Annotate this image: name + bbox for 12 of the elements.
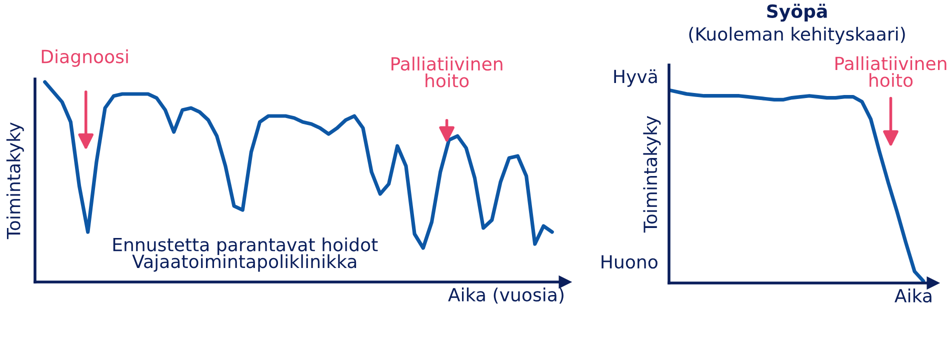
- chart-title: Syöpä: [767, 4, 827, 22]
- text: Hyvä: [614, 69, 657, 87]
- text: Huono: [602, 255, 658, 269]
- text: Diagnoosi: [42, 49, 128, 67]
- annotation: Ennustetta parantavat hoidot Vajaatoimintapoliklinikka: [113, 237, 378, 272]
- y-axis-title: Toimintakyky: [643, 116, 661, 233]
- x-axis-title: Aika: [894, 288, 932, 303]
- chart-subtitle: (Kuoleman kehityskaari): [689, 26, 905, 44]
- text: Palliatiivinen hoito: [836, 56, 946, 88]
- y-axis-title: Toimintakyky: [6, 122, 24, 240]
- annotation: Palliatiivinen hoito: [392, 56, 502, 88]
- x-axis-title: Aika (vuosia): [448, 288, 564, 304]
